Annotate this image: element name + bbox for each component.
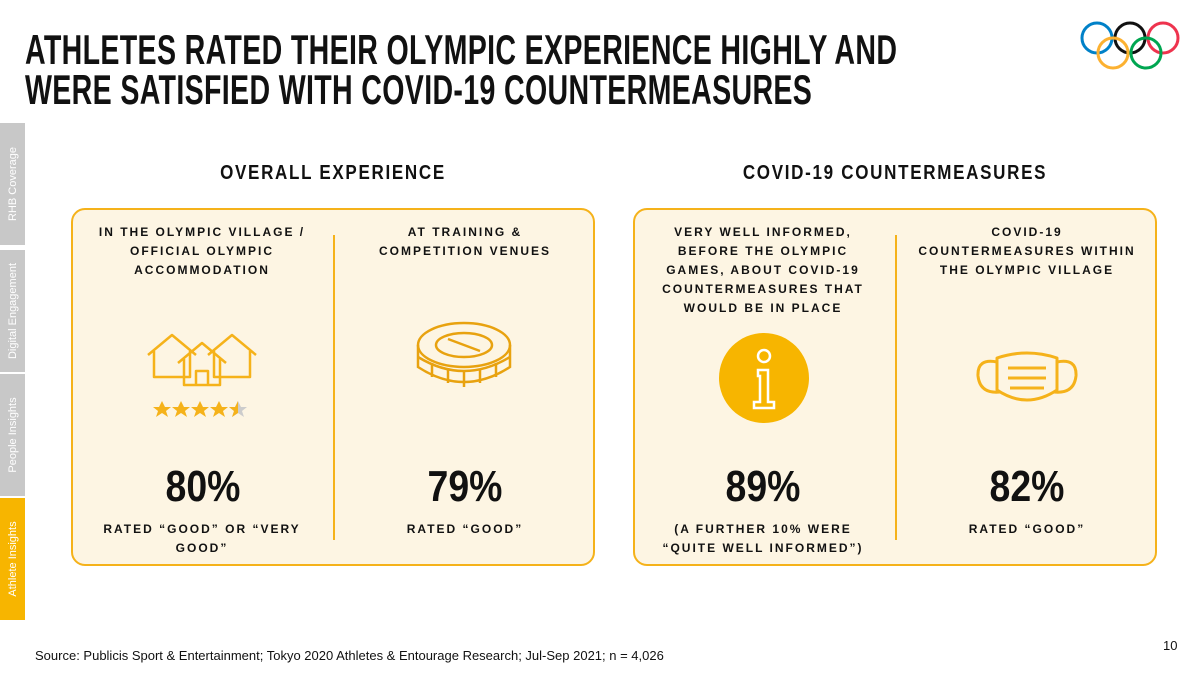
- title-line: WERE SATISFIED WITH COVID-19 COUNTERMEAS…: [25, 66, 813, 113]
- panel-label: AT TRAINING & COMPETITION VENUES: [378, 225, 551, 258]
- panel-stat: 80%: [165, 462, 241, 511]
- panel-label: VERY WELL INFORMED, BEFORE THE OLYMPIC G…: [662, 225, 864, 315]
- tab-label: Athlete Insights: [6, 521, 19, 597]
- panel-note: RATED “GOOD” OR “VERY GOOD”: [103, 522, 301, 555]
- sidebar-tab[interactable]: Athlete Insights: [0, 498, 25, 620]
- panel-note: (A FURTHER 10% WERE “QUITE WELL INFORMED…: [662, 522, 864, 555]
- panel-note: RATED “GOOD”: [968, 522, 1086, 536]
- section-heading: OVERALL EXPERIENCE: [220, 162, 446, 184]
- divider: [333, 235, 335, 540]
- sidebar-tab[interactable]: People Insights: [0, 374, 25, 496]
- sidebar-tab[interactable]: Digital Engagement: [0, 250, 25, 372]
- panel-stat: 79%: [427, 462, 503, 511]
- source-note: Source: Publicis Sport & Entertainment; …: [35, 648, 664, 663]
- olympic-rings: [1080, 21, 1180, 70]
- houses-icon: [147, 333, 257, 417]
- tab-label: Digital Engagement: [6, 262, 19, 360]
- title-line: ATHLETES RATED THEIR OLYMPIC EXPERIENCE …: [25, 26, 898, 73]
- panel-label: COVID-19 COUNTERMEASURES WITHIN THE OLYM…: [918, 225, 1136, 277]
- panel-note: RATED “GOOD”: [406, 522, 524, 536]
- sidebar-tab[interactable]: RHB Coverage: [0, 123, 25, 245]
- divider: [895, 235, 897, 540]
- panel-label: IN THE OLYMPIC VILLAGE / OFFICIAL OLYMPI…: [98, 225, 306, 277]
- mask-icon: [976, 351, 1078, 402]
- tab-label: People Insights: [6, 397, 19, 473]
- stadium-icon: [416, 321, 512, 387]
- info-icon: [719, 333, 809, 423]
- panel-stat: 89%: [725, 462, 801, 511]
- panel-stat: 82%: [989, 462, 1065, 511]
- tab-label: RHB Coverage: [6, 147, 19, 221]
- page-number: 10: [1163, 638, 1178, 653]
- section-heading: COVID-19 COUNTERMEASURES: [742, 162, 1048, 184]
